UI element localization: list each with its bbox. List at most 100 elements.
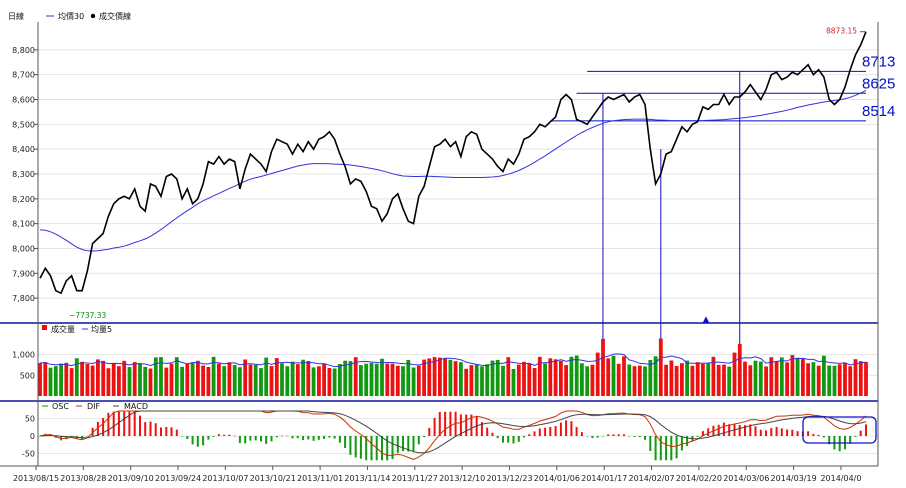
- osc-bar: [117, 411, 120, 436]
- macd-tick-label: 0: [30, 432, 35, 441]
- volume-bar: [580, 363, 584, 396]
- volume-bar: [569, 356, 574, 396]
- vol-ma5-line: [39, 353, 867, 368]
- osc-bar: [417, 436, 420, 445]
- volume-bar: [106, 368, 111, 396]
- volume-bar: [306, 361, 311, 396]
- volume-bar: [180, 366, 184, 396]
- macd-tick-label: 50: [25, 415, 35, 424]
- osc-bar: [717, 424, 720, 436]
- volume-bar: [64, 362, 69, 396]
- osc-bar: [365, 436, 368, 461]
- volume-bar: [85, 364, 90, 396]
- price-tick-label: 8,700: [12, 71, 35, 80]
- osc-bar: [686, 436, 689, 446]
- osc-bar: [512, 436, 515, 444]
- osc-bar: [770, 428, 773, 436]
- osc-bar: [570, 421, 573, 436]
- osc-bar: [544, 427, 547, 436]
- osc-bar: [470, 414, 473, 436]
- max-price-label: 8873.15: [826, 27, 857, 36]
- min-price-label: ~7737.33: [69, 311, 107, 320]
- volume-bar: [664, 364, 668, 396]
- volume-bar: [653, 356, 658, 396]
- volume-bar: [690, 365, 695, 396]
- osc-bar: [638, 436, 641, 438]
- volume-bar: [253, 364, 258, 396]
- x-tick-label: 2014/01/17: [581, 474, 627, 483]
- osc-bar: [523, 436, 525, 438]
- osc-bar: [454, 411, 457, 436]
- volume-bar: [527, 363, 532, 396]
- volume-bar: [674, 366, 679, 396]
- osc-bar: [528, 434, 531, 436]
- volume-bar: [680, 363, 684, 396]
- macd-line: [39, 410, 867, 454]
- volume-bar: [185, 363, 190, 396]
- x-tick-label: 2014/03/06: [723, 474, 769, 483]
- volume-bar: [395, 365, 400, 396]
- osc-bar: [791, 429, 794, 436]
- volume-bar: [601, 338, 605, 396]
- osc-bar: [749, 424, 752, 436]
- volume-bar: [727, 366, 732, 396]
- volume-bar: [832, 365, 837, 396]
- volume-bar: [295, 364, 300, 396]
- volume-marker-triangle: ▲: [703, 315, 710, 325]
- osc-bar: [780, 428, 783, 436]
- volume-bar: [737, 343, 742, 396]
- osc-bar: [302, 436, 305, 441]
- volume-bar: [80, 361, 84, 396]
- osc-bar: [707, 428, 710, 436]
- osc-bar: [381, 436, 383, 461]
- price-tick-label: 8,800: [12, 46, 35, 55]
- volume-bar: [769, 357, 774, 396]
- osc-bar: [586, 436, 589, 437]
- support-resistance-levels: 8713 8625 8514: [550, 53, 895, 122]
- volume-bar: [779, 357, 784, 396]
- volume-bar: [506, 357, 511, 396]
- x-tick-label: 2013/10/07: [202, 474, 248, 483]
- volume-bar: [169, 363, 174, 396]
- volume-bar: [401, 366, 405, 396]
- volume-bar: [559, 360, 563, 396]
- osc-bar: [386, 436, 389, 461]
- macd-tick-label: -50: [22, 449, 35, 458]
- volume-bar: [438, 357, 442, 396]
- price-tick-label: 8,200: [12, 195, 35, 204]
- osc-bar: [407, 436, 410, 452]
- volume-bar: [537, 356, 542, 396]
- volume-bar: [448, 359, 453, 396]
- volume-bar: [301, 359, 305, 396]
- osc-bar: [659, 436, 662, 461]
- volume-bar: [464, 368, 469, 396]
- volume-bar: [743, 361, 747, 396]
- volume-bar: [206, 367, 211, 396]
- volume-bar: [616, 363, 621, 396]
- volume-bar: [353, 357, 358, 396]
- x-tick-label: 2013/09/10: [108, 474, 154, 483]
- volume-bar: [269, 366, 274, 396]
- volume-bar: [574, 355, 579, 396]
- price-annotations: 8873.15 ~7737.33: [69, 27, 866, 320]
- volume-bar: [843, 362, 847, 396]
- osc-bar: [575, 427, 578, 436]
- volume-bar: [264, 357, 269, 396]
- osc-bar: [91, 427, 94, 436]
- osc-bar: [465, 414, 468, 436]
- volume-bar: [532, 368, 537, 396]
- volume-bar: [143, 366, 148, 396]
- osc-bar: [391, 436, 394, 460]
- volume-bar: [359, 365, 363, 396]
- volume-bar: [222, 366, 227, 396]
- osc-bar: [102, 418, 105, 436]
- price-panel-title: 日線: [8, 11, 24, 21]
- osc-bar: [623, 434, 625, 436]
- volume-bar: [211, 356, 216, 396]
- dif-legend-label: DIF: [87, 402, 101, 411]
- osc-bar: [502, 436, 504, 443]
- price-tick-label: 8,600: [12, 95, 35, 104]
- osc-bar: [591, 436, 594, 438]
- osc-bar: [486, 427, 489, 436]
